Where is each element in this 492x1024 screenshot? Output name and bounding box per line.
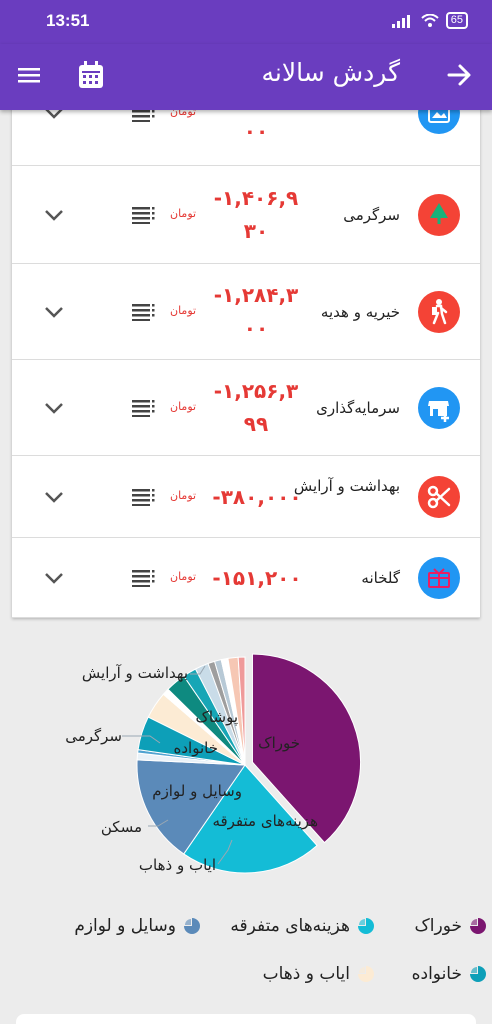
leader-line [122, 735, 161, 744]
legend-item[interactable]: ایاب و ذهاب [263, 964, 374, 984]
leader-line [190, 665, 206, 675]
signal-icon [391, 14, 410, 28]
app-bar: گردش سالانه [0, 44, 492, 110]
hiker-icon [418, 291, 460, 333]
legend-item[interactable]: خوراک [415, 916, 486, 936]
slice-label: پوشاک [196, 708, 239, 727]
currency-unit: تومان [170, 489, 197, 502]
legend-label: خانواده [411, 964, 462, 984]
slice-label: وسایل و لوازم [152, 782, 242, 800]
legend-label: وسایل و لوازم [74, 916, 176, 936]
status-icons: 65 [391, 12, 468, 29]
legend-item[interactable]: خانواده [412, 964, 486, 984]
legend-label: خوراک [414, 916, 462, 936]
back-arrow-icon[interactable] [446, 62, 472, 88]
category-label: خیریه و هدیه [320, 303, 400, 321]
pie-legend-icon [358, 918, 374, 934]
pie-slice[interactable] [237, 656, 246, 766]
slice-label: بهداشت و آرایش [82, 664, 188, 682]
bottom-card [16, 1014, 476, 1024]
category-label: سرمایه‌گذاری [316, 399, 400, 417]
slice-label: هزینه‌های متفرقه [212, 812, 318, 830]
category-row[interactable]: سرمایه‌گذاری -۱,۲۵۶,۳۹۹ تومان [12, 360, 480, 456]
legend-item[interactable]: وسایل و لوازم [74, 916, 200, 936]
category-list: دسته بندی نشده۰۰تومانسرگرمی-۱,۴۰۶,۹۳۰توم… [12, 92, 480, 618]
chevron-down-icon[interactable] [44, 209, 64, 221]
currency-unit: تومان [170, 207, 197, 220]
currency-unit: تومان [170, 570, 197, 583]
status-bar: 13:51 65 [0, 0, 492, 44]
leader-line [217, 839, 233, 865]
pie-slice[interactable] [251, 653, 361, 844]
category-row[interactable]: بهداشت و آرایش -۳۸۰,۰۰۰ تومان [12, 456, 480, 538]
legend-label: ایاب و ذهاب [262, 964, 350, 984]
category-label: گلخانه [361, 569, 400, 587]
chevron-down-icon[interactable] [44, 402, 64, 414]
category-row[interactable]: سرگرمی -۱,۴۰۶,۹۳۰ تومان [12, 166, 480, 264]
pie-slice[interactable] [183, 764, 318, 874]
category-label: بهداشت و آرایش [293, 477, 400, 495]
slice-label: خوراک [258, 734, 300, 752]
page-title: گردش سالانه [261, 58, 400, 87]
slice-label: ایاب و ذهاب [139, 856, 216, 874]
pie-chart: خوراک هزینه‌های متفرقه وسایل و لوازم ایاب و… [65, 653, 361, 874]
chevron-down-icon[interactable] [44, 306, 64, 318]
slice-label: سرگرمی [65, 727, 122, 745]
currency-unit: تومان [170, 304, 197, 317]
leader-line [148, 819, 169, 827]
pie-legend-icon [470, 918, 486, 934]
category-amount: -۱,۲۸۴,۳۰۰ [213, 283, 299, 340]
details-list-icon[interactable] [132, 569, 156, 587]
legend-item[interactable]: هزینه‌های متفرقه [230, 916, 374, 936]
chevron-down-icon[interactable] [44, 572, 64, 584]
details-list-icon[interactable] [132, 488, 156, 506]
status-time: 13:51 [46, 11, 90, 30]
category-amount: -۱,۲۵۶,۳۹۹ [213, 379, 299, 436]
category-amount: ۰۰ [243, 119, 269, 143]
calendar-icon[interactable] [78, 61, 104, 89]
category-amount: -۱۵۱,۲۰۰ [212, 566, 302, 590]
details-list-icon[interactable] [132, 206, 156, 224]
details-list-icon[interactable] [132, 399, 156, 417]
category-label: سرگرمی [343, 206, 400, 224]
wifi-icon [421, 13, 439, 27]
scissors-icon [418, 476, 460, 518]
slice-label: خانواده [174, 739, 218, 757]
chevron-down-icon[interactable] [44, 107, 64, 119]
category-row[interactable]: گلخانه -۱۵۱,۲۰۰ تومان [12, 538, 480, 618]
sort-menu-icon[interactable] [18, 66, 42, 86]
store-icon [418, 387, 460, 429]
battery-icon: 65 [445, 12, 468, 29]
slice-label: مسکن [101, 818, 142, 836]
currency-unit: تومان [170, 400, 197, 413]
category-amount: -۱,۴۰۶,۹۳۰ [213, 186, 299, 243]
legend-label: هزینه‌های متفرقه [230, 916, 350, 936]
pie-legend-icon [184, 918, 200, 934]
chevron-down-icon[interactable] [44, 491, 64, 503]
tree-icon [418, 194, 460, 236]
pie-slice[interactable] [136, 759, 246, 855]
category-row[interactable]: خیریه و هدیه -۱,۲۸۴,۳۰۰ تومان [12, 264, 480, 360]
pie-legend-icon [358, 966, 374, 982]
pie-legend-icon [470, 966, 486, 982]
category-amount: -۳۸۰,۰۰۰ [212, 485, 302, 509]
gift-icon [418, 557, 460, 599]
details-list-icon[interactable] [132, 303, 156, 321]
